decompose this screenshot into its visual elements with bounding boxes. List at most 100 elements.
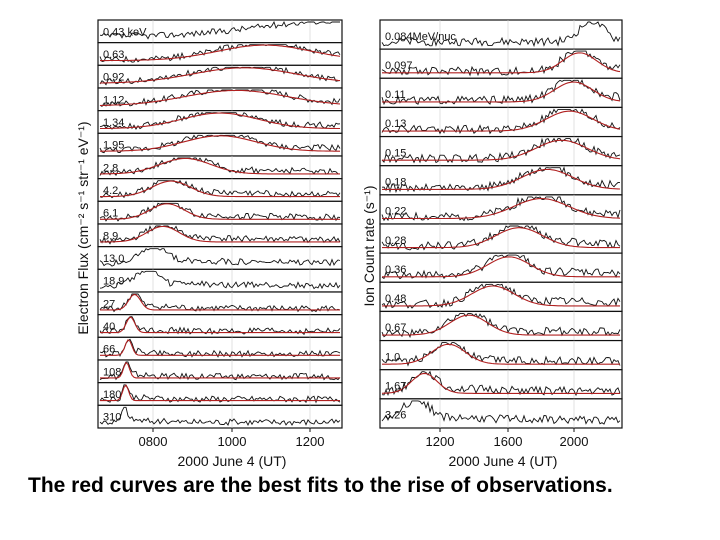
strip-frame bbox=[379, 339, 623, 371]
fit-curve bbox=[100, 157, 340, 175]
y-axis-label: Electron Flux (cm⁻² s⁻¹ str⁻¹ eV⁻¹) bbox=[75, 121, 91, 334]
strip-label: 27 bbox=[103, 298, 115, 310]
strip-1-10: 0.67 bbox=[379, 310, 623, 342]
fit-curve bbox=[100, 339, 340, 356]
ion-count-panel: 0.084MeV/nuc 0.097 0.11 0.13 0.15 0.18 0.22 0.2… bbox=[361, 19, 623, 469]
data-trace bbox=[381, 21, 621, 48]
fit-curve bbox=[382, 110, 621, 132]
strip-frame bbox=[379, 398, 623, 429]
strip-1-3: 0.13 bbox=[379, 106, 623, 138]
strip-label: 40 bbox=[103, 321, 115, 333]
data-trace bbox=[381, 196, 621, 222]
x-tick-label: 1200 bbox=[426, 434, 455, 449]
strip-label: 0.15 bbox=[385, 147, 406, 159]
fit-curve bbox=[100, 44, 341, 62]
x-tick-label: 2000 bbox=[560, 434, 589, 449]
fit-curve bbox=[382, 314, 620, 336]
fit-curve bbox=[100, 293, 340, 311]
fit-curve bbox=[100, 361, 340, 379]
data-trace bbox=[99, 66, 341, 86]
data-trace bbox=[381, 342, 621, 367]
strip-label: 6.1 bbox=[103, 208, 118, 220]
strip-frame bbox=[379, 106, 623, 138]
fit-curve bbox=[100, 225, 340, 243]
strip-frame bbox=[97, 246, 343, 270]
strip-label: 1.95 bbox=[103, 140, 124, 152]
strip-label: 108 bbox=[103, 366, 121, 378]
strip-0-2: 0.92 bbox=[97, 64, 343, 89]
strip-label: 0.084MeV/nuc bbox=[385, 31, 456, 43]
strip-label: 1.0 bbox=[385, 351, 400, 363]
strip-frame bbox=[97, 200, 343, 225]
strip-0-4: 1.34 bbox=[97, 110, 343, 134]
strip-frame bbox=[379, 281, 623, 313]
strip-1-9: 0.48 bbox=[379, 281, 623, 313]
data-trace bbox=[99, 20, 340, 40]
strip-frame bbox=[379, 135, 623, 167]
fit-curve bbox=[382, 343, 620, 365]
data-trace bbox=[99, 225, 341, 245]
electron-flux-panel: 0.43 keV 0.63 0.92 1.12 1.34 1.95 2.8 4.2 6.1 8.9… bbox=[75, 19, 343, 469]
strip-frame bbox=[379, 19, 623, 50]
strip-1-5: 0.18 bbox=[379, 165, 623, 196]
strip-frame bbox=[379, 252, 623, 283]
fit-curve bbox=[382, 168, 621, 190]
strip-0-3: 1.12 bbox=[97, 87, 343, 112]
strip-label: 0.48 bbox=[385, 293, 406, 305]
strip-0-9: 8.9 bbox=[97, 223, 343, 248]
data-trace bbox=[381, 225, 621, 251]
strip-1-13: 3.26 bbox=[379, 398, 623, 429]
strip-label: 1.67 bbox=[385, 381, 406, 393]
strip-0-7: 4.2 bbox=[97, 178, 343, 202]
strip-label: 0.18 bbox=[385, 177, 406, 189]
strip-0-8: 6.1 bbox=[97, 200, 343, 225]
strip-frame bbox=[379, 369, 623, 400]
fit-curve bbox=[100, 316, 340, 334]
strip-frame bbox=[97, 291, 343, 316]
fit-curve bbox=[382, 227, 620, 249]
strip-frame bbox=[97, 132, 343, 157]
strip-1-12: 1.67 bbox=[379, 369, 623, 400]
strip-0-15: 108 bbox=[97, 359, 343, 384]
fit-curve bbox=[100, 112, 340, 130]
strip-0-1: 0.63 bbox=[97, 42, 343, 66]
strip-0-12: 27 bbox=[97, 291, 343, 316]
strip-1-6: 0.22 bbox=[379, 194, 623, 225]
strip-0-13: 40 bbox=[97, 314, 343, 338]
strip-0-14: 66 bbox=[97, 336, 343, 361]
strip-1-4: 0.15 bbox=[379, 135, 623, 167]
x-axis-label: 2000 June 4 (UT) bbox=[178, 453, 287, 469]
x-tick-label: 1200 bbox=[296, 434, 325, 449]
data-trace bbox=[99, 406, 341, 427]
strip-1-1: 0.097 bbox=[379, 48, 623, 79]
strip-1-11: 1.0 bbox=[379, 339, 623, 371]
x-axis-label: 2000 June 4 (UT) bbox=[449, 453, 558, 469]
strip-label: 0.28 bbox=[385, 235, 406, 247]
strip-label: 18.9 bbox=[103, 276, 124, 288]
strip-1-7: 0.28 bbox=[379, 223, 623, 254]
data-trace bbox=[99, 293, 341, 313]
fit-curve bbox=[382, 285, 620, 307]
data-trace bbox=[381, 370, 621, 397]
data-trace bbox=[99, 270, 341, 290]
fit-curve bbox=[100, 203, 340, 220]
strip-frame bbox=[97, 314, 343, 338]
strip-0-17: 310 bbox=[97, 404, 343, 429]
strip-label: 3.26 bbox=[385, 410, 406, 422]
data-trace bbox=[381, 400, 621, 425]
strip-label: 0.67 bbox=[385, 322, 406, 334]
fit-curve bbox=[382, 81, 621, 103]
strip-0-11: 18.9 bbox=[97, 268, 343, 293]
strip-frame bbox=[97, 223, 343, 248]
strip-0-16: 180 bbox=[97, 382, 343, 406]
strip-label: 4.2 bbox=[103, 185, 118, 197]
strip-0-10: 13.0 bbox=[97, 246, 343, 270]
fit-curve bbox=[382, 52, 621, 74]
strip-label: 180 bbox=[103, 389, 121, 401]
strip-label: 0.13 bbox=[385, 118, 406, 130]
strip-frame bbox=[379, 310, 623, 342]
fit-curve bbox=[382, 256, 620, 278]
strip-frame bbox=[97, 110, 343, 134]
strip-label: 0.11 bbox=[385, 89, 406, 101]
strip-label: 0.43 keV bbox=[103, 26, 147, 38]
